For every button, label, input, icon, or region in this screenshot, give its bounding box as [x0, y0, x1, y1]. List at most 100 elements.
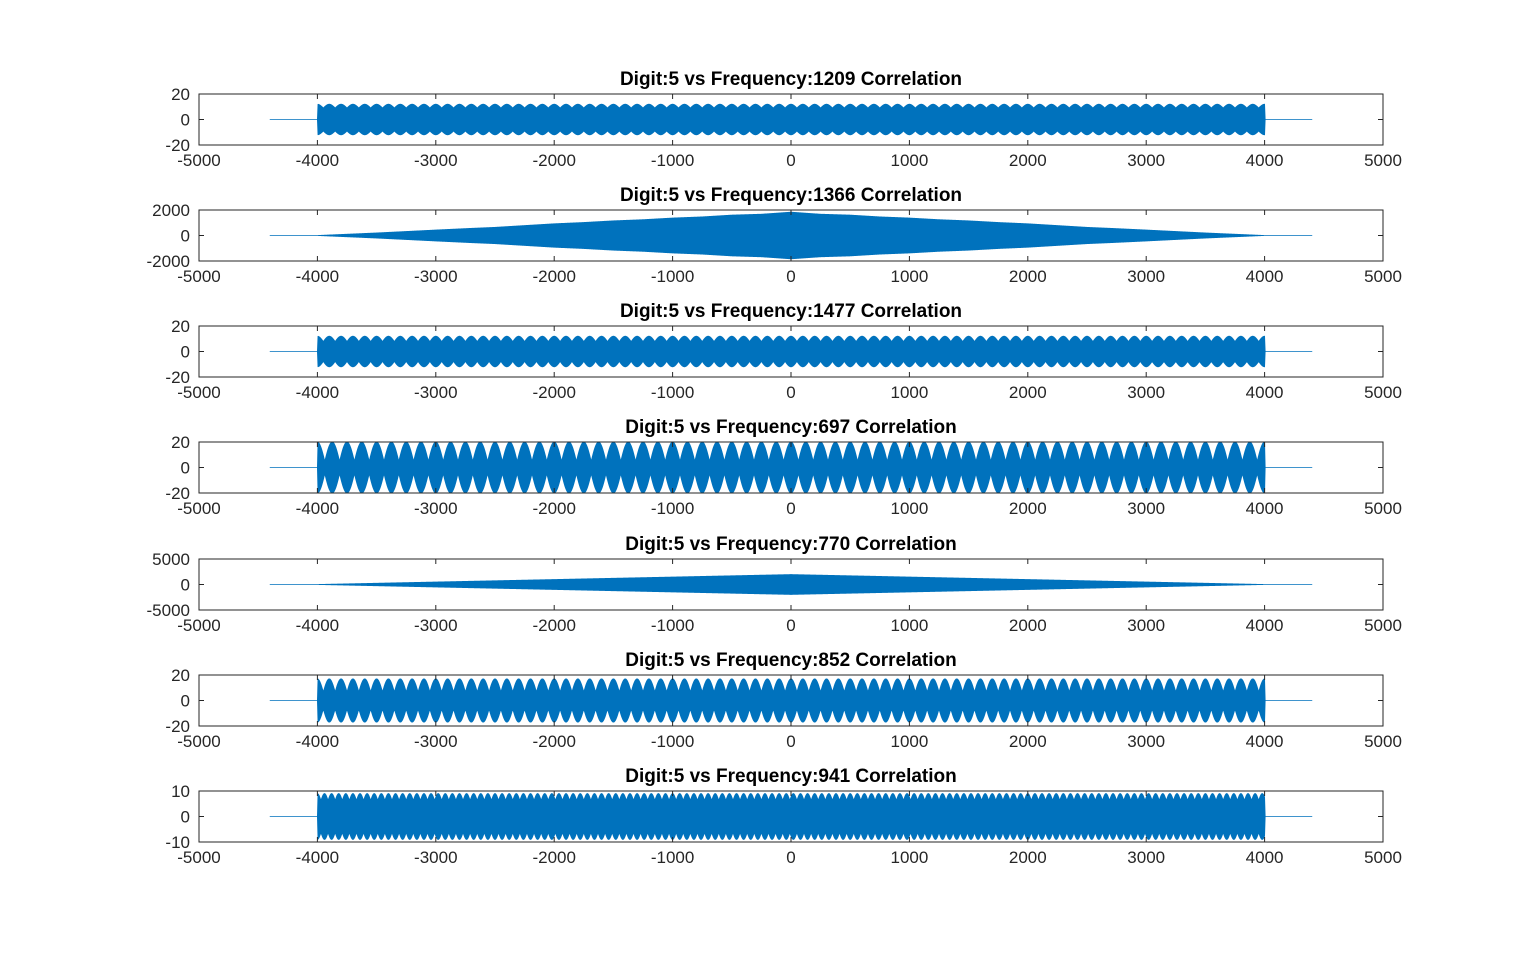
x-tick-label: 1000 — [890, 151, 928, 170]
series-1-trace — [269, 574, 1313, 595]
x-tick-label: 5000 — [1364, 499, 1402, 518]
x-tick-label: -5000 — [177, 151, 220, 170]
x-tick-label: 3000 — [1127, 616, 1165, 635]
chart-title: Digit:5 vs Frequency:770 Correlation — [625, 534, 957, 555]
x-tick-label: 0 — [786, 383, 795, 402]
x-tick-label: -2000 — [532, 499, 575, 518]
x-tick-label: -4000 — [296, 848, 339, 867]
x-tick-label: -3000 — [414, 616, 457, 635]
x-tick-label: -2000 — [532, 616, 575, 635]
x-tick-label: 5000 — [1364, 151, 1402, 170]
x-tick-label: 3000 — [1127, 732, 1165, 751]
x-tick-label: -5000 — [177, 383, 220, 402]
x-tick-label: -2000 — [532, 151, 575, 170]
x-tick-label: 1000 — [890, 848, 928, 867]
x-tick-label: 2000 — [1009, 383, 1047, 402]
x-tick-label: -2000 — [532, 732, 575, 751]
series-1-trace — [269, 103, 1313, 136]
y-tick-label: 10 — [171, 782, 190, 801]
x-tick-label: 4000 — [1246, 151, 1284, 170]
x-tick-label: -5000 — [177, 848, 220, 867]
x-tick-label: 3000 — [1127, 848, 1165, 867]
x-tick-label: -2000 — [532, 848, 575, 867]
series-1-trace — [269, 335, 1313, 368]
x-tick-label: -5000 — [177, 267, 220, 286]
y-tick-label: -5000 — [147, 601, 190, 620]
y-tick-label: -20 — [165, 136, 190, 155]
x-tick-label: -5000 — [177, 499, 220, 518]
y-tick-label: 20 — [171, 85, 190, 104]
x-tick-label: 5000 — [1364, 732, 1402, 751]
subplot-3: Digit:5 vs Frequency:1477 Correlation -50… — [165, 301, 1401, 402]
y-tick-label: 20 — [171, 666, 190, 685]
x-tick-label: 1000 — [890, 499, 928, 518]
x-tick-label: -3000 — [414, 732, 457, 751]
subplot-2: Digit:5 vs Frequency:1366 Correlation -50… — [147, 185, 1402, 286]
x-tick-label: 3000 — [1127, 267, 1165, 286]
x-tick-label: -4000 — [296, 383, 339, 402]
x-tick-label: 2000 — [1009, 267, 1047, 286]
chart-title: Digit:5 vs Frequency:1366 Correlation — [620, 185, 962, 206]
series-1-trace — [269, 441, 1313, 494]
subplot-5: Digit:5 vs Frequency:770 Correlation -500… — [147, 534, 1402, 635]
subplot-1: Digit:5 vs Frequency:1209 Correlation -50… — [165, 69, 1401, 170]
x-tick-label: 3000 — [1127, 151, 1165, 170]
x-tick-label: 5000 — [1364, 848, 1402, 867]
y-tick-label: 0 — [181, 459, 190, 478]
y-tick-label: -10 — [165, 833, 190, 852]
x-tick-label: 2000 — [1009, 732, 1047, 751]
x-tick-label: -1000 — [651, 267, 694, 286]
series-1-trace — [269, 211, 1313, 260]
x-tick-label: 5000 — [1364, 267, 1402, 286]
x-tick-label: 3000 — [1127, 383, 1165, 402]
x-tick-label: -4000 — [296, 616, 339, 635]
x-tick-label: -3000 — [414, 848, 457, 867]
x-tick-label: 1000 — [890, 732, 928, 751]
x-tick-label: -1000 — [651, 499, 694, 518]
y-tick-label: 5000 — [152, 550, 190, 569]
x-tick-label: -4000 — [296, 267, 339, 286]
chart-title: Digit:5 vs Frequency:1477 Correlation — [620, 301, 962, 322]
x-tick-label: 2000 — [1009, 848, 1047, 867]
y-tick-label: -20 — [165, 368, 190, 387]
subplot-7: Digit:5 vs Frequency:941 Correlation -500… — [165, 766, 1401, 867]
y-tick-label: 0 — [181, 576, 190, 595]
x-tick-label: 2000 — [1009, 499, 1047, 518]
y-tick-label: 2000 — [152, 201, 190, 220]
x-tick-label: 1000 — [890, 383, 928, 402]
x-tick-label: -1000 — [651, 848, 694, 867]
y-tick-label: 0 — [181, 343, 190, 362]
chart-title: Digit:5 vs Frequency:941 Correlation — [625, 766, 957, 787]
x-tick-label: -5000 — [177, 616, 220, 635]
x-tick-label: 0 — [786, 151, 795, 170]
subplot-6: Digit:5 vs Frequency:852 Correlation -500… — [165, 650, 1401, 751]
y-tick-label: -20 — [165, 717, 190, 736]
x-tick-label: 5000 — [1364, 616, 1402, 635]
x-tick-label: -5000 — [177, 732, 220, 751]
y-tick-label: 0 — [181, 227, 190, 246]
y-tick-label: 0 — [181, 111, 190, 130]
x-tick-label: -2000 — [532, 267, 575, 286]
x-tick-label: -3000 — [414, 151, 457, 170]
chart-title: Digit:5 vs Frequency:697 Correlation — [625, 417, 957, 438]
y-tick-label: -20 — [165, 484, 190, 503]
x-tick-label: 2000 — [1009, 151, 1047, 170]
x-tick-label: 4000 — [1246, 732, 1284, 751]
chart-title: Digit:5 vs Frequency:1209 Correlation — [620, 69, 962, 90]
x-tick-label: 0 — [786, 732, 795, 751]
x-tick-label: 4000 — [1246, 383, 1284, 402]
x-tick-label: -1000 — [651, 383, 694, 402]
y-tick-label: 20 — [171, 317, 190, 336]
y-tick-label: 0 — [181, 808, 190, 827]
x-tick-label: -4000 — [296, 732, 339, 751]
series-1-trace — [269, 678, 1313, 723]
x-tick-label: 0 — [786, 267, 795, 286]
y-tick-label: -2000 — [147, 252, 190, 271]
series-1-trace — [269, 793, 1313, 840]
x-tick-label: -3000 — [414, 383, 457, 402]
x-tick-label: 1000 — [890, 616, 928, 635]
x-tick-label: 2000 — [1009, 616, 1047, 635]
x-tick-label: 0 — [786, 499, 795, 518]
y-tick-label: 20 — [171, 433, 190, 452]
